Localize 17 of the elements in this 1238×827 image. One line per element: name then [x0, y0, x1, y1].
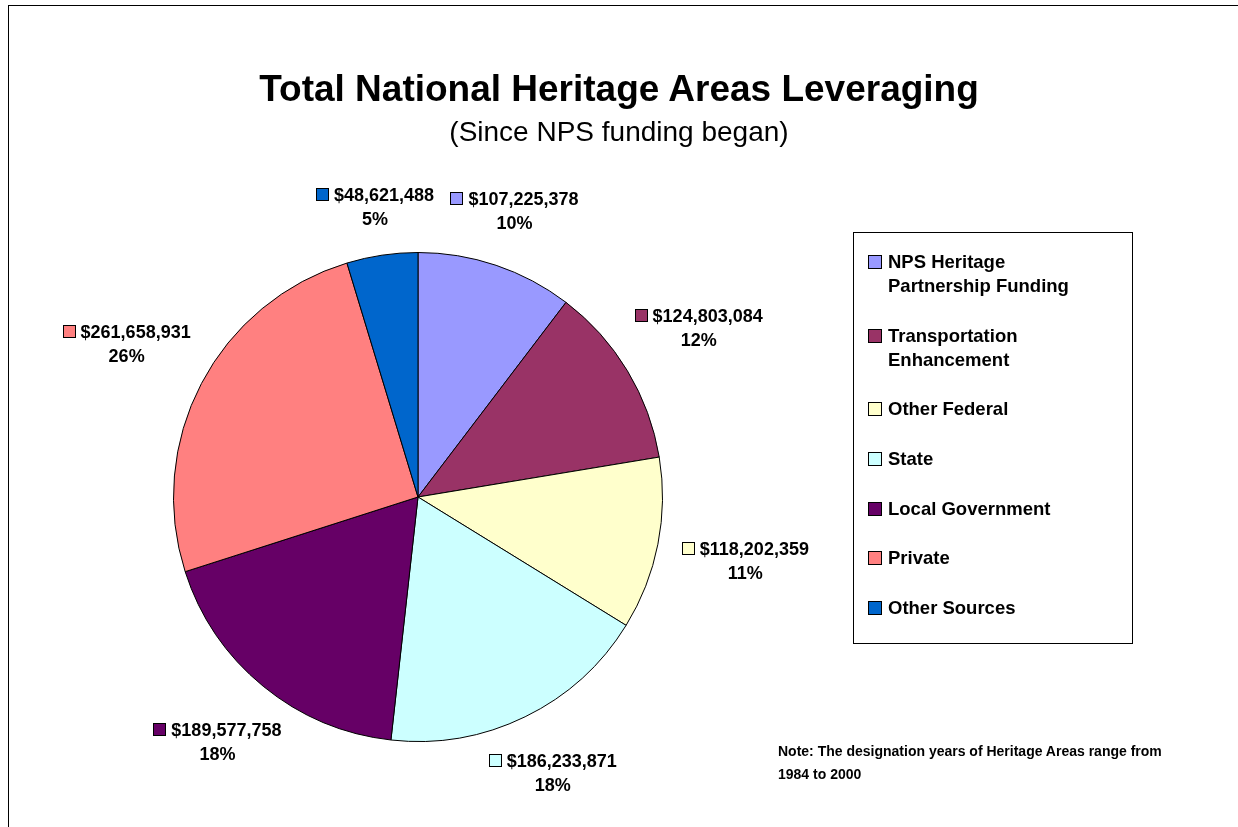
data-label: $48,621,488 5% — [332, 183, 434, 231]
chart-title: Total National Heritage Areas Leveraging — [258, 68, 980, 110]
legend-label: Other Federal — [888, 397, 1010, 422]
legend-label: NPS Heritage Partnership Funding — [888, 249, 1070, 298]
data-label: $118,202,359 11% — [698, 538, 809, 586]
legend-label: Other Sources — [888, 596, 1017, 621]
data-label: $261,658,931 26% — [79, 321, 191, 369]
legend-label: State — [888, 446, 935, 471]
text: Note: The designation years of Heritage Areas range from 1984 to 2000 — [778, 742, 1163, 784]
legend-label: Private — [888, 546, 951, 571]
legend-label: Transportation Enhancement — [888, 323, 1019, 372]
data-label: $189,577,758 18% — [170, 719, 282, 767]
data-label: $107,225,378 10% — [467, 187, 579, 235]
chart-subtitle: (Since NPS funding began) — [448, 116, 790, 148]
legend-label: Local Government — [888, 496, 1052, 521]
data-label: $124,803,084 12% — [651, 304, 763, 352]
data-label: $186,233,871 18% — [505, 750, 617, 798]
